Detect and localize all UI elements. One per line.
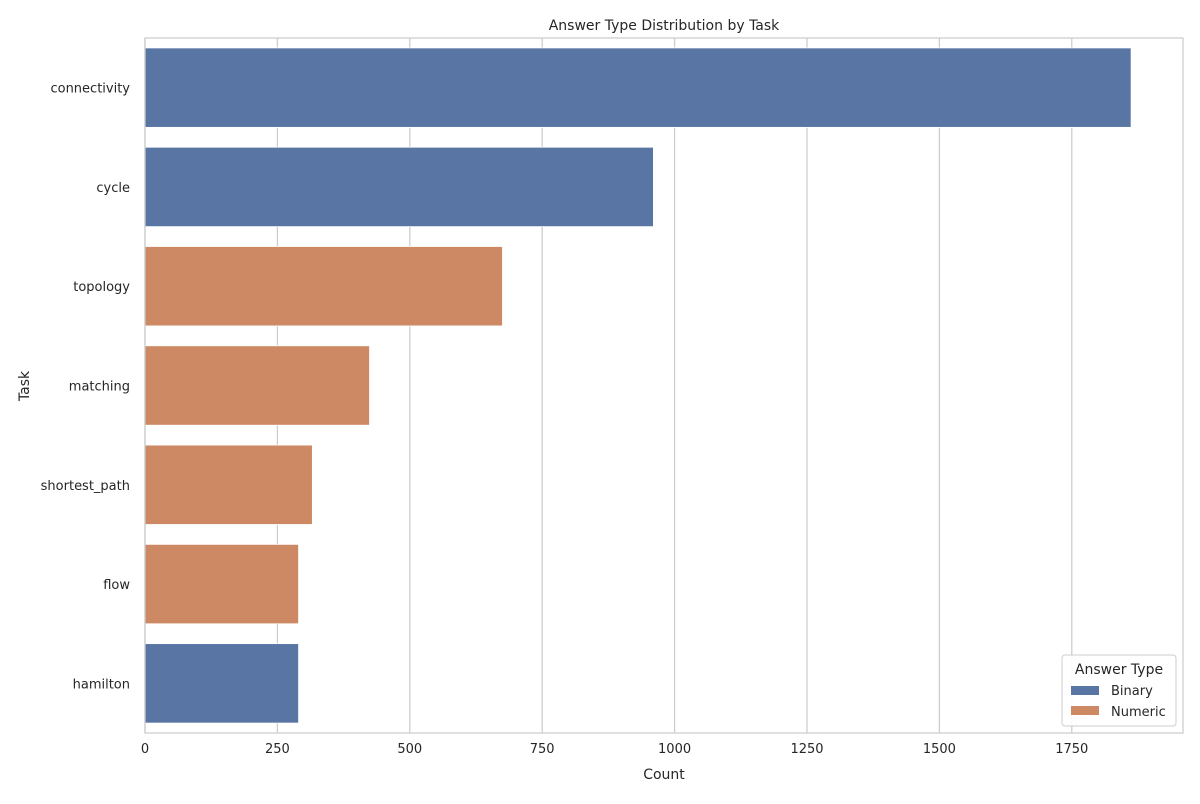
y-tick-label: connectivity bbox=[50, 82, 130, 97]
plot-frame bbox=[144, 37, 1184, 734]
x-tick-label: 1250 bbox=[790, 742, 823, 757]
legend-swatch-binary bbox=[1071, 686, 1099, 695]
y-tick-label: matching bbox=[69, 380, 130, 395]
chart-title: Answer Type Distribution by Task bbox=[549, 18, 780, 34]
legend: Answer Type Binary Numeric bbox=[1061, 654, 1177, 727]
x-tick-label: 1000 bbox=[658, 742, 691, 757]
bar-matching bbox=[144, 345, 370, 426]
bar-shortest-path bbox=[144, 444, 313, 525]
bar-cycle bbox=[144, 146, 654, 228]
y-tick-label: topology bbox=[73, 280, 130, 295]
y-tick-label: hamilton bbox=[73, 677, 130, 692]
y-tick-label: flow bbox=[103, 578, 130, 593]
x-tick-label: 1500 bbox=[923, 742, 956, 757]
x-axis-label: Count bbox=[643, 767, 685, 783]
x-tick-label: 750 bbox=[530, 742, 555, 757]
x-tick-label: 250 bbox=[265, 742, 290, 757]
bar-connectivity bbox=[144, 47, 1132, 128]
y-tick-labels: connectivity cycle topology matching shortes… bbox=[41, 82, 131, 693]
bars bbox=[144, 47, 1132, 724]
legend-label-numeric: Numeric bbox=[1111, 705, 1166, 720]
x-tick-labels: 0 250 500 750 1000 1250 1500 1750 bbox=[141, 742, 1088, 757]
bar-hamilton bbox=[144, 643, 299, 724]
legend-swatch-numeric bbox=[1071, 706, 1099, 715]
bar-topology bbox=[144, 246, 503, 327]
x-tick-label: 500 bbox=[397, 742, 422, 757]
y-axis-label: Task bbox=[17, 370, 33, 402]
legend-title: Answer Type bbox=[1075, 662, 1163, 678]
x-tick-label: 0 bbox=[141, 742, 149, 757]
y-tick-label: cycle bbox=[96, 181, 130, 196]
bar-flow bbox=[144, 543, 299, 625]
legend-label-binary: Binary bbox=[1111, 684, 1153, 699]
x-tick-label: 1750 bbox=[1055, 742, 1088, 757]
y-tick-label: shortest_path bbox=[41, 479, 130, 494]
